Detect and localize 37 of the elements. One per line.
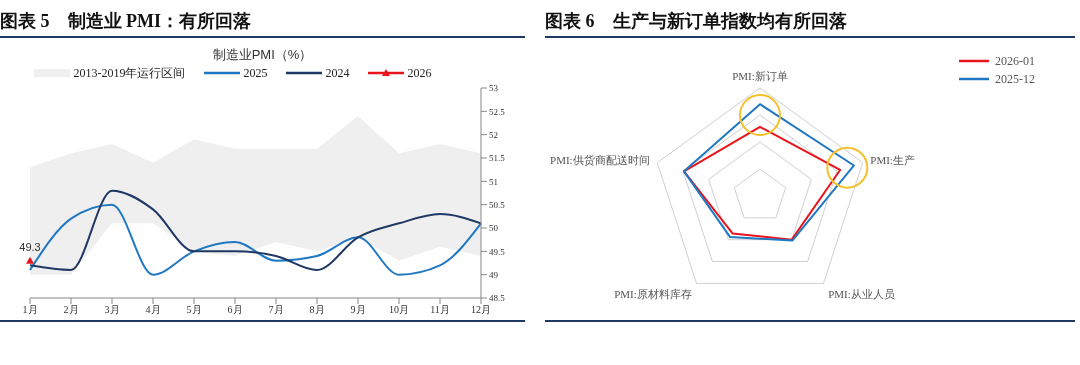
- y-tick-label: 53: [489, 83, 499, 94]
- legend-label: 2025-12: [994, 70, 1035, 88]
- y-tick-label: 48.5: [489, 293, 506, 304]
- y-tick-label: 49.5: [489, 246, 506, 257]
- x-tick-label: 9月: [350, 304, 366, 316]
- legend-label: 2026-01: [994, 52, 1035, 70]
- legend-label: 2013-2019年运行区间: [72, 64, 186, 82]
- x-tick-label: 5月: [186, 304, 202, 316]
- y-tick-label: 51.5: [489, 153, 506, 164]
- x-tick-label: 7月: [268, 304, 284, 316]
- y-tick-label: 50: [489, 223, 499, 234]
- y-tick-label: 52: [489, 129, 498, 140]
- spoke-label: PMI:原材料库存: [614, 287, 692, 300]
- x-tick-label: 12月: [471, 304, 491, 316]
- y-tick-label: 51: [489, 176, 498, 187]
- x-tick-label: 11月: [430, 304, 450, 316]
- chart-title: 图表 5 制造业 PMI：有所回落: [0, 10, 251, 33]
- y-tick-label: 50.5: [489, 199, 506, 210]
- x-tick-label: 1月: [22, 304, 38, 316]
- spoke-label: PMI:从业人员: [828, 287, 895, 300]
- x-tick-label: 3月: [104, 304, 120, 316]
- chart-title: 图表 6 生产与新订单指数均有所回落: [545, 10, 847, 33]
- legend-label: 2026: [406, 65, 432, 81]
- legend-label: 2025: [242, 65, 268, 81]
- x-tick-label: 6月: [227, 304, 243, 316]
- legend-label: 2024: [324, 65, 350, 81]
- spoke-label: PMI:新订单: [732, 70, 788, 82]
- spoke-label: PMI:生产: [870, 154, 915, 167]
- data-label: 49.3: [19, 240, 41, 253]
- x-tick-label: 10月: [389, 304, 409, 316]
- x-tick-label: 8月: [309, 304, 325, 316]
- y-tick-label: 49: [489, 269, 499, 280]
- spoke-label: PMI:供货商配送时间: [550, 154, 650, 167]
- x-tick-label: 4月: [145, 304, 161, 316]
- x-tick-label: 2月: [63, 304, 79, 316]
- y-tick-label: 52.5: [489, 106, 506, 117]
- chart-subtitle: 制造业PMI（%）: [211, 46, 314, 64]
